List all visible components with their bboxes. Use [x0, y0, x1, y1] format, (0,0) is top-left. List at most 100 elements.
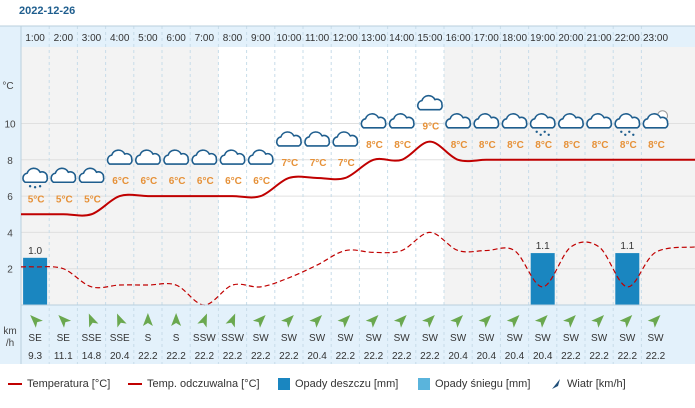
wind-speed-label: 22.2	[195, 351, 215, 362]
temp-data-label: 8°C	[535, 140, 552, 151]
wind-speed-label: 22.2	[618, 351, 638, 362]
temp-data-label: 8°C	[479, 140, 496, 151]
wind-direction-label: SSW	[193, 333, 216, 344]
wind-speed-label: 22.2	[166, 351, 186, 362]
wind-arrow-icon	[30, 315, 43, 328]
night-shade-right	[444, 47, 695, 305]
cloud-rain-icon	[614, 113, 641, 136]
hour-label: 11:00	[305, 33, 330, 44]
hour-label: 4:00	[110, 33, 130, 44]
hour-label: 17:00	[474, 33, 499, 44]
y-unit-label: °C	[2, 81, 13, 92]
temp-data-label: 6°C	[197, 176, 214, 187]
wind-direction-label: SW	[309, 333, 326, 344]
wind-speed-label: 20.4	[533, 351, 553, 362]
wind-direction-label: SW	[253, 333, 270, 344]
temp-data-label: 8°C	[564, 140, 581, 151]
wind-speed-label: 22.2	[392, 351, 412, 362]
temp-data-label: 7°C	[310, 158, 327, 169]
wind-direction-label: S	[145, 333, 152, 344]
hour-label: 10:00	[276, 33, 301, 44]
cloud-icon	[219, 149, 246, 165]
cloud-icon	[50, 167, 77, 184]
cloud-icon	[191, 149, 218, 165]
wind-arrow-icon	[534, 315, 548, 328]
hour-label: 19:00	[530, 33, 555, 44]
wind-arrow-icon	[337, 315, 351, 328]
y-tick-label: 8	[7, 156, 13, 167]
legend-feels-like-swatch	[128, 383, 142, 385]
cloud-icon	[106, 149, 133, 165]
legend-feels-like-label: Temp. odczuwalna [°C]	[147, 378, 260, 390]
wind-direction-label: SW	[422, 333, 439, 344]
temp-data-label: 8°C	[507, 140, 524, 151]
y-axis-bg	[0, 26, 21, 364]
y-tick-label: 10	[4, 120, 16, 131]
wind-direction-label: SW	[365, 333, 382, 344]
wind-arrow-icon	[506, 315, 520, 328]
wind-direction-label: SW	[619, 333, 636, 344]
wind-speed-label: 22.2	[646, 351, 666, 362]
wind-arrow-icon	[478, 315, 492, 328]
rain-bar	[23, 257, 48, 305]
wind-speed-label: 20.4	[110, 351, 130, 362]
hour-label: 9:00	[251, 33, 271, 44]
chart-legend: Temperatura [°C] Temp. odczuwalna [°C] O…	[0, 369, 695, 399]
hour-label: 14:00	[389, 33, 414, 44]
temp-data-label: 7°C	[338, 158, 355, 169]
wind-direction-label: SE	[28, 333, 42, 344]
wind-speed-label: 20.4	[477, 351, 497, 362]
cloud-icon	[558, 113, 584, 129]
wind-arrow-icon	[365, 315, 379, 328]
rain-bar-label: 1.1	[536, 241, 550, 252]
wind-speed-label: 22.2	[336, 351, 356, 362]
weather-chart: 2 4 6 8 10 °C km/h 1:00 2:00 3:00 4:00 5:00 6:00 7:00…	[0, 25, 695, 364]
wind-arrow-icon	[591, 315, 605, 328]
wind-arrow-icon	[225, 313, 236, 328]
cloud-icon	[360, 113, 387, 129]
wind-speed-label: 20.4	[505, 351, 525, 362]
wind-speed-label: 22.2	[251, 351, 271, 362]
hour-header-bg	[21, 26, 695, 47]
hour-label: 8:00	[223, 33, 243, 44]
wind-speed-label: 22.2	[138, 351, 158, 362]
legend-rain-label: Opady deszczu [mm]	[295, 378, 399, 390]
cloud-rain-icon	[529, 113, 556, 136]
hour-label: 5:00	[138, 33, 158, 44]
hour-label: 1:00	[25, 33, 45, 44]
wind-unit-label-2: /h	[6, 338, 14, 349]
wind-direction-label: SW	[450, 333, 467, 344]
cloud-icon	[78, 167, 105, 184]
chart-date: 2022-12-26	[19, 5, 76, 17]
wind-direction-label: SW	[478, 333, 495, 344]
wind-direction-label: SW	[337, 333, 354, 344]
hour-label: 21:00	[587, 33, 612, 44]
temp-data-label: 5°C	[56, 194, 73, 205]
cloud-icon	[163, 149, 190, 165]
temp-data-label: 5°C	[28, 194, 45, 205]
wind-arrow-icon	[58, 315, 72, 328]
wind-arrow-icon	[619, 315, 633, 328]
hour-label: 18:00	[502, 33, 527, 44]
rain-bar-label: 1.0	[28, 246, 42, 257]
wind-arrow-icon	[281, 315, 294, 328]
wind-arrow-icon	[197, 313, 207, 328]
wind-arrow-icon	[88, 313, 99, 328]
legend-rain: Opady deszczu [mm]	[278, 378, 398, 390]
wind-arrow-icon	[142, 313, 153, 326]
hour-label: 22:00	[615, 33, 640, 44]
wind-speed-label: 22.2	[420, 351, 440, 362]
cloud-icon	[445, 113, 472, 129]
legend-rain-swatch	[278, 378, 290, 390]
wind-direction-label: SE	[57, 333, 71, 344]
wind-speed-label: 20.4	[307, 351, 327, 362]
temp-data-label: 8°C	[592, 140, 609, 151]
wind-arrow-icon	[393, 315, 407, 328]
temp-data-label: 6°C	[141, 176, 158, 187]
wind-direction-label: SW	[591, 333, 608, 344]
hour-label: 3:00	[82, 33, 102, 44]
wind-direction-label: SSE	[110, 333, 130, 344]
wind-direction-label: SSW	[221, 333, 244, 344]
wind-arrow-icon	[563, 315, 576, 328]
temp-data-label: 7°C	[282, 158, 299, 169]
